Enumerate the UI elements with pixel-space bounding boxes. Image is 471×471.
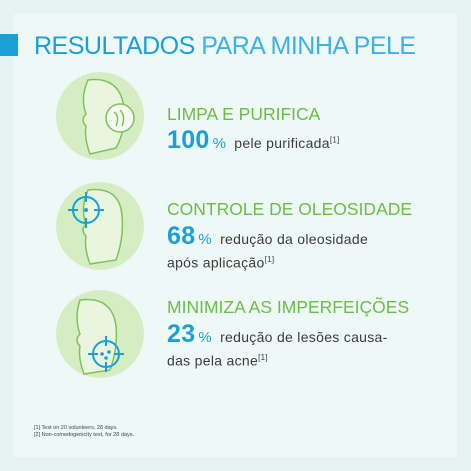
stat-number: 100 <box>167 126 210 154</box>
reference: [1] <box>329 135 340 145</box>
heading: CONTROLE DE OLEOSIDADE <box>167 199 413 219</box>
reference: [1] <box>264 255 275 264</box>
stat: 68% redução da oleosidade após aplicação[1… <box>167 224 369 273</box>
stat-unit: % <box>198 329 213 346</box>
icon-cleanse <box>56 72 144 160</box>
icon-oil <box>56 182 144 270</box>
stat: 23% redução de lesões causa-das pela acne… <box>167 322 388 371</box>
title: RESULTADOS PARA MINHA PELE <box>34 32 416 61</box>
stat-text: das pela acne <box>167 352 259 369</box>
stat-text: redução de lesões causa- <box>220 329 388 345</box>
footnote: [2] Non-comedogenicity test, for 28 days… <box>34 432 134 438</box>
stat-text: redução da oleosidade <box>220 231 369 247</box>
heading: MINIMIZA AS IMPERFEIÇÕES <box>167 297 410 317</box>
title-bold: RESULTADOS <box>34 32 195 60</box>
stat-text: após aplicação <box>167 254 265 271</box>
stat-unit: % <box>212 135 227 152</box>
footnote: [1] Test on 20 volunteers, 28 days. <box>34 425 118 431</box>
stat: 100% pele purificada[1] <box>167 128 340 154</box>
accent-bar <box>0 34 18 56</box>
stat-number: 68 <box>167 222 196 250</box>
stat-unit: % <box>198 231 213 248</box>
icon-blemish <box>56 290 144 378</box>
title-light: PARA MINHA PELE <box>201 32 416 60</box>
stat-number: 23 <box>167 320 196 348</box>
reference: [1] <box>258 353 268 362</box>
heading: LIMPA E PURIFICA <box>167 104 321 124</box>
stat-text: pele purificada <box>234 135 330 151</box>
